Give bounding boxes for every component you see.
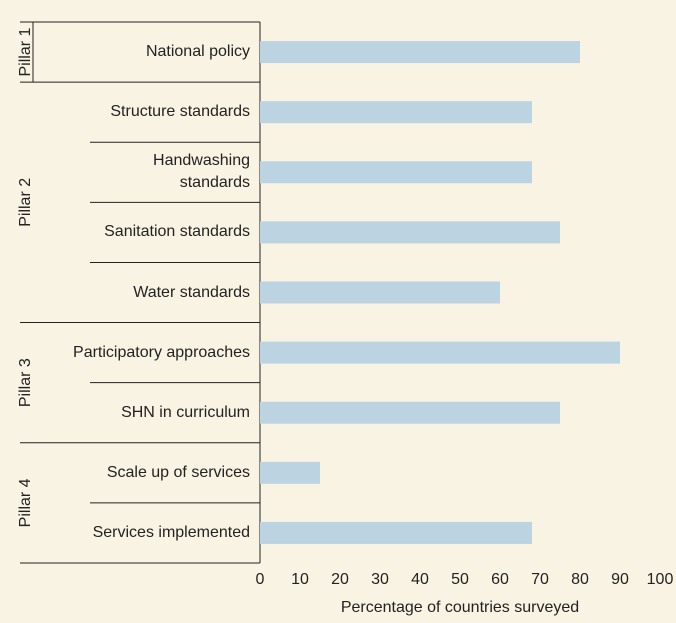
group-label: Pillar 4 bbox=[17, 478, 34, 527]
category-label: National policy bbox=[145, 43, 250, 61]
category-label: Handwashing standards bbox=[153, 152, 250, 192]
category-label: Participatory approaches bbox=[73, 343, 250, 361]
bar bbox=[260, 101, 532, 124]
bar bbox=[260, 521, 532, 544]
bar bbox=[260, 281, 500, 304]
category-label: Services implemented bbox=[92, 523, 250, 541]
category-label: Structure standards bbox=[110, 103, 250, 121]
group-label: Pillar 3 bbox=[17, 358, 34, 407]
bar bbox=[260, 161, 532, 184]
bar bbox=[260, 41, 580, 64]
x-tick-label: 80 bbox=[571, 571, 589, 588]
x-tick-label: 30 bbox=[371, 571, 389, 588]
x-tick-label: 60 bbox=[491, 571, 509, 588]
group-label: Pillar 2 bbox=[17, 178, 34, 227]
x-tick-label: 90 bbox=[611, 571, 629, 588]
x-tick-label: 20 bbox=[331, 571, 349, 588]
category-label: Water standards bbox=[133, 283, 250, 301]
x-tick-label: 0 bbox=[256, 571, 265, 588]
category-label: SHN in curriculum bbox=[121, 403, 250, 421]
x-tick-label: 100 bbox=[647, 571, 674, 588]
x-tick-label: 10 bbox=[291, 571, 309, 588]
bar bbox=[260, 221, 560, 244]
bar bbox=[260, 341, 620, 364]
x-tick-label: 40 bbox=[411, 571, 429, 588]
category-label: Sanitation standards bbox=[104, 223, 250, 241]
bar bbox=[260, 461, 320, 484]
category-label: Scale up of services bbox=[106, 463, 250, 481]
x-tick-label: 70 bbox=[531, 571, 549, 588]
x-axis-label: Percentage of countries surveyed bbox=[341, 599, 579, 616]
group-label: Pillar 1 bbox=[17, 28, 34, 77]
bar bbox=[260, 401, 560, 424]
x-tick-label: 50 bbox=[451, 571, 469, 588]
